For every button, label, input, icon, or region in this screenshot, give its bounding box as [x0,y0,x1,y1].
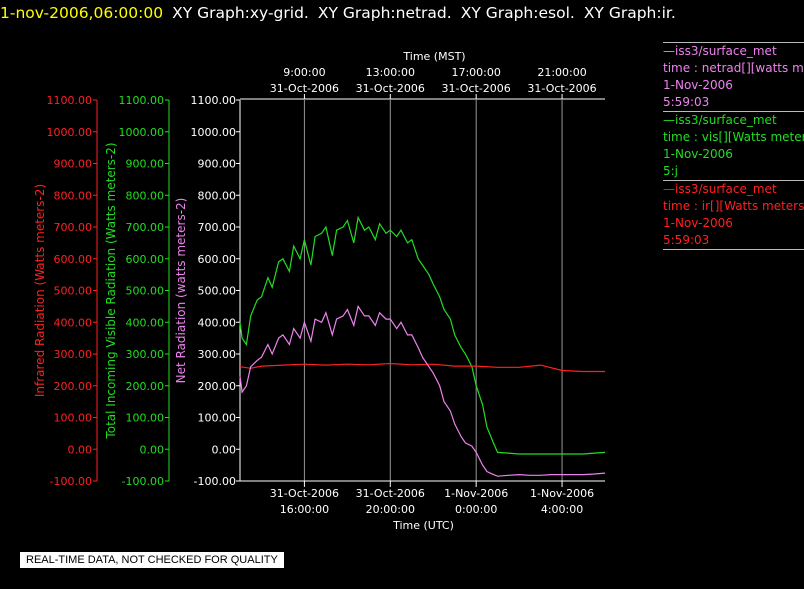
y-tick-label-netrad-8: 700.00 [198,221,237,234]
bottom-tick-label-time-0: 16:00:00 [280,503,329,516]
y-tick-label-ir-4: 300.00 [54,348,93,361]
y-tick-label-netrad-0: -100.00 [194,475,236,488]
header-title-ir[interactable]: XY Graph:ir. [583,4,676,22]
y-tick-label-ir-2: 100.00 [54,412,93,425]
header-title-netrad[interactable]: XY Graph:netrad. [317,4,452,22]
top-axis-title: Time (MST) [402,50,465,63]
y-tick-label-vis-2: 100.00 [126,412,165,425]
top-tick-label-date-2: 31-Oct-2006 [442,82,511,95]
y-tick-label-netrad-7: 600.00 [198,253,237,266]
legend-entry-ir-date: 1-Nov-2006 [663,216,733,230]
top-tick-label-date-3: 31-Oct-2006 [527,82,596,95]
y-tick-label-netrad-6: 500.00 [198,285,237,298]
bottom-tick-label-date-1: 31-Oct-2006 [356,487,425,500]
y-tick-label-vis-3: 200.00 [126,380,165,393]
y-tick-label-netrad-3: 200.00 [198,380,237,393]
y-tick-label-netrad-10: 900.00 [198,158,237,171]
quality-note: REAL-TIME DATA, NOT CHECKED FOR QUALITY [20,552,284,568]
legend-entry-ir-time: 5:59:03 [663,233,710,247]
bottom-tick-label-date-0: 31-Oct-2006 [270,487,339,500]
bottom-tick-label-time-3: 4:00:00 [541,503,583,516]
header-timestamp: 1-nov-2006,06:00:00 [0,4,164,22]
legend-entry-vis-variable: time : vis[][Watts meters-2] [663,130,804,144]
y-tick-label-vis-9: 800.00 [126,189,165,202]
header-bar: 1-nov-2006,06:00:00 XY Graph:xy-grid. XY G… [0,4,676,22]
legend-entry-vis[interactable]: —iss3/surface_met time : vis[][Watts met… [663,111,804,180]
y-tick-label-ir-9: 800.00 [54,189,93,202]
top-tick-label-date-0: 31-Oct-2006 [270,82,339,95]
y-tick-label-vis-5: 400.00 [126,316,165,329]
y-tick-label-netrad-2: 100.00 [198,412,237,425]
y-tick-label-ir-0: -100.00 [50,475,92,488]
y-tick-label-netrad-1: 0.00 [212,443,237,456]
legend-entry-netrad-variable: time : netrad[][watts meters-2] [663,61,804,75]
legend-entry-vis-time: 5:j [663,164,679,178]
top-tick-label-time-1: 13:00:00 [366,66,415,79]
y-tick-label-vis-12: 1100.00 [119,94,165,107]
bottom-tick-label-date-3: 1-Nov-2006 [530,487,594,500]
legend-entry-netrad[interactable]: —iss3/surface_met time : netrad[][watts … [663,42,804,111]
legend-entry-netrad-source: —iss3/surface_met [663,44,777,58]
y-tick-label-ir-11: 1000.00 [47,126,93,139]
top-tick-label-date-1: 31-Oct-2006 [356,82,425,95]
bottom-tick-label-time-1: 20:00:00 [366,503,415,516]
legend-entry-ir[interactable]: —iss3/surface_met time : ir[][Watts mete… [663,180,804,249]
y-tick-label-ir-5: 400.00 [54,316,93,329]
bottom-tick-label-date-2: 1-Nov-2006 [444,487,508,500]
series-line-ir [239,362,605,373]
y-tick-label-ir-7: 600.00 [54,253,93,266]
legend-entry-ir-variable: time : ir[][Watts meters-2] [663,199,804,213]
y-tick-label-ir-6: 500.00 [54,285,93,298]
y-tick-label-vis-6: 500.00 [126,285,165,298]
y-tick-label-vis-0: -100.00 [122,475,164,488]
top-tick-label-time-3: 21:00:00 [537,66,586,79]
y-tick-label-ir-3: 200.00 [54,380,93,393]
series-line-vis [239,215,606,455]
y-axis-title-netrad: Net Radiation (watts meters-2) [174,198,188,384]
legend-entry-netrad-time: 5:59:03 [663,95,710,109]
y-tick-label-vis-11: 1000.00 [119,126,165,139]
y-tick-label-netrad-12: 1100.00 [191,94,237,107]
bottom-axis-title: Time (UTC) [392,519,454,532]
y-tick-label-netrad-4: 300.00 [198,348,237,361]
y-tick-label-vis-4: 300.00 [126,348,165,361]
top-tick-label-time-0: 9:00:00 [283,66,325,79]
y-tick-label-ir-12: 1100.00 [47,94,93,107]
legend-entry-vis-date: 1-Nov-2006 [663,147,733,161]
header-title-esol[interactable]: XY Graph:esol. [460,4,575,22]
legend-entry-ir-source: —iss3/surface_met [663,182,777,196]
legend-entry-netrad-date: 1-Nov-2006 [663,78,733,92]
series-line-netrad [239,304,606,477]
y-tick-label-ir-8: 700.00 [54,221,93,234]
y-tick-label-ir-10: 900.00 [54,158,93,171]
y-tick-label-netrad-11: 1000.00 [191,126,237,139]
top-tick-label-time-2: 17:00:00 [451,66,500,79]
bottom-tick-label-time-2: 0:00:00 [455,503,497,516]
y-tick-label-ir-1: 0.00 [68,443,93,456]
y-tick-label-vis-7: 600.00 [126,253,165,266]
legend: —iss3/surface_met time : netrad[][watts … [663,42,804,250]
header-title-grid[interactable]: XY Graph:xy-grid. [172,4,309,22]
y-axis-title-ir: Infrared Radiation (Watts meters-2) [33,184,47,397]
y-tick-label-vis-1: 0.00 [140,443,165,456]
y-axis-title-vis: Total Incoming Visible Radiation (Watts … [104,142,118,439]
legend-bottom-rule [663,249,804,250]
y-tick-label-netrad-5: 400.00 [198,316,237,329]
legend-entry-vis-source: —iss3/surface_met [663,113,777,127]
y-tick-label-vis-10: 900.00 [126,158,165,171]
y-tick-label-vis-8: 700.00 [126,221,165,234]
y-tick-label-netrad-9: 800.00 [198,189,237,202]
